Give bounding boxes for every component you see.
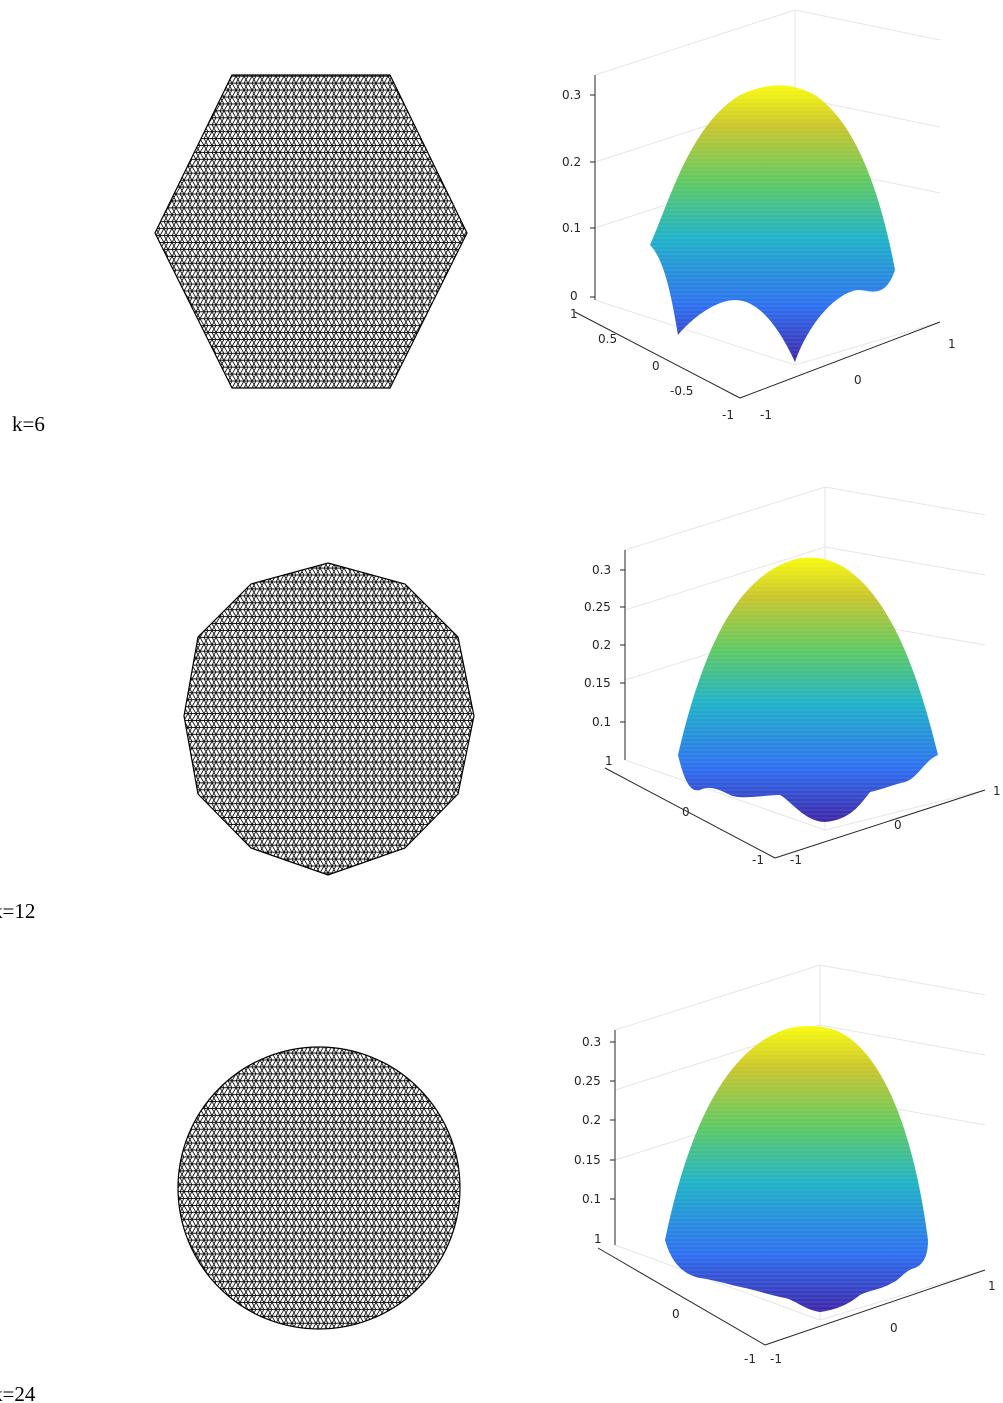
panel-k12: k=12 0.3 0.25 0.2 0.15 0.1 1 0 -1 -1 0 1 <box>0 486 1001 923</box>
mesh-hexagon <box>154 74 468 389</box>
z-tick: 0.25 <box>574 1074 601 1088</box>
z-tick: 0.1 <box>562 221 581 235</box>
x-tick: 0 <box>894 818 902 832</box>
mesh-dodecagon <box>183 562 475 876</box>
z-tick: 0.15 <box>574 1153 601 1167</box>
y-tick: 1 <box>605 754 613 768</box>
y-tick: -1 <box>752 853 764 867</box>
x-tick: 1 <box>988 1279 996 1293</box>
y-tick: 1 <box>594 1232 602 1246</box>
y-tick: -1 <box>722 408 734 422</box>
z-tick: 0.25 <box>584 600 611 614</box>
y-tick: 0 <box>672 1307 680 1321</box>
x-tick: 0 <box>854 373 862 387</box>
surface-plot-k12: 0.3 0.25 0.2 0.15 0.1 1 0 -1 -1 0 1 <box>584 486 1001 867</box>
panel-label: k=24 <box>0 1382 36 1403</box>
surface-plot-k6: 0.3 0.2 0.1 0 1 0.5 0 -0.5 -1 -1 0 1 <box>562 9 956 422</box>
z-tick: 0.1 <box>582 1192 601 1206</box>
x-tick: 1 <box>948 337 956 351</box>
panel-label: k=6 <box>12 412 45 436</box>
mesh-24gon <box>177 1046 461 1330</box>
z-tick: 0.3 <box>562 88 581 102</box>
x-tick: -1 <box>760 408 772 422</box>
x-tick: 0 <box>890 1321 898 1335</box>
x-tick: -1 <box>770 1352 782 1366</box>
y-tick: 1 <box>570 307 578 321</box>
z-tick: 0.2 <box>592 638 611 652</box>
y-tick: 0 <box>682 805 690 819</box>
panel-k24: k=24 0.3 0.25 0.2 0.15 0.1 1 0 -1 -1 0 1 <box>0 964 996 1403</box>
x-tick: -1 <box>790 853 802 867</box>
z-tick: 0.2 <box>582 1113 601 1127</box>
y-tick: -1 <box>744 1352 756 1366</box>
z-tick: 0.3 <box>592 563 611 577</box>
panel-label: k=12 <box>0 899 35 923</box>
z-tick: 0.15 <box>584 676 611 690</box>
y-tick: 0.5 <box>598 332 617 346</box>
z-tick: 0.1 <box>592 715 611 729</box>
surface-plot-k24: 0.3 0.25 0.2 0.15 0.1 1 0 -1 -1 0 1 <box>574 964 996 1366</box>
x-tick: 1 <box>993 784 1001 798</box>
y-tick: 0 <box>652 359 660 373</box>
z-tick: 0.3 <box>582 1035 601 1049</box>
y-tick: -0.5 <box>670 384 693 398</box>
z-tick: 0 <box>570 289 578 303</box>
panel-k6: k=6 0.3 0.2 0.1 0 1 0.5 0 -0.5 -1 -1 0 1 <box>12 9 956 436</box>
z-tick: 0.2 <box>562 155 581 169</box>
